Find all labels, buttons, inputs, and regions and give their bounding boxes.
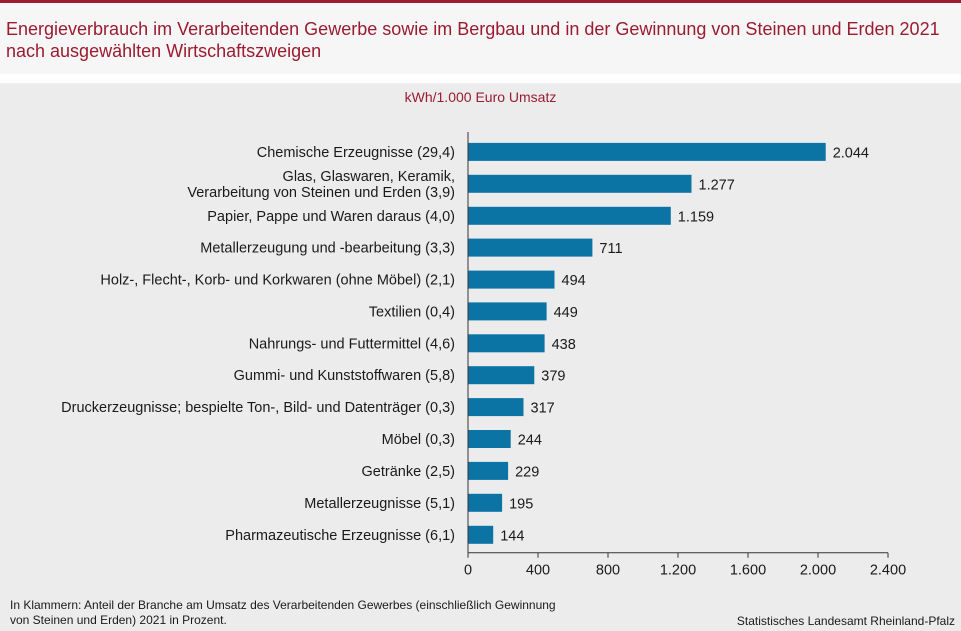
bar	[468, 525, 494, 544]
bar	[468, 430, 511, 448]
bar	[468, 493, 503, 512]
source-credit: Statistisches Landesamt Rheinland-Pfalz	[736, 614, 955, 628]
x-tick-label: 0	[464, 563, 472, 579]
bar	[468, 174, 692, 193]
value-label: 1.159	[678, 209, 714, 225]
top-accent-bar	[0, 0, 961, 3]
value-label: 195	[509, 496, 533, 512]
value-label: 379	[541, 369, 565, 385]
bar	[468, 270, 555, 289]
x-tick-label: 2.000	[800, 563, 836, 579]
category-label: Verarbeitung von Steinen und Erden (3,9)	[187, 185, 455, 201]
category-label: Chemische Erzeugnisse (29,4)	[257, 145, 455, 161]
x-tick-label: 2.400	[870, 563, 906, 579]
bars-group: 2.044 Chemische Erzeugnisse (29,4) 1.277 Gl…	[61, 142, 869, 544]
x-tick-label: 800	[596, 563, 620, 579]
bar	[468, 206, 671, 225]
category-label: Pharmazeutische Erzeugnisse (6,1)	[225, 528, 455, 544]
category-label: Textilien (0,4)	[369, 304, 455, 320]
chart-title: Energieverbrauch im Verarbeitenden Gewer…	[6, 19, 940, 61]
bar	[468, 366, 535, 385]
value-label: 2.044	[833, 145, 869, 161]
value-label: 1.277	[699, 177, 735, 193]
category-label: Druckerzeugnisse; bespielte Ton-, Bild- …	[61, 400, 455, 416]
value-label: 229	[515, 464, 539, 480]
category-label: Getränke (2,5)	[362, 464, 456, 480]
bar	[468, 238, 593, 257]
category-label: Metallerzeugnisse (5,1)	[304, 496, 455, 512]
value-label: 449	[554, 305, 578, 321]
category-label: Metallerzeugung und -bearbeitung (3,3)	[200, 241, 455, 257]
header: Energieverbrauch im Verarbeitenden Gewer…	[0, 3, 961, 74]
header-separator	[0, 74, 961, 83]
value-label: 144	[500, 528, 524, 544]
value-label: 711	[599, 241, 622, 257]
category-label: Nahrungs- und Futtermittel (4,6)	[249, 336, 455, 352]
bar	[468, 461, 509, 480]
bar	[468, 398, 524, 417]
x-axis: 0 400 800 1.200 1.600 2.000 2.400	[464, 132, 906, 579]
category-label: Holz-, Flecht-, Korb- und Korkwaren (ohn…	[100, 273, 455, 289]
x-tick-label: 1.600	[730, 563, 766, 579]
value-label: 494	[562, 273, 586, 289]
value-label: 244	[518, 433, 542, 449]
footnote: In Klammern: Anteil der Branche am Umsat…	[10, 598, 556, 627]
value-label: 438	[552, 337, 576, 353]
category-label: Möbel (0,3)	[382, 432, 455, 448]
bar	[468, 302, 547, 321]
value-label: 317	[531, 401, 555, 417]
x-tick-label: 1.200	[660, 563, 696, 579]
unit-label: kWh/1.000 Euro Umsatz	[404, 89, 557, 105]
category-label: Glas, Glaswaren, Keramik,	[283, 169, 455, 185]
category-label: Gummi- und Kunststoffwaren (5,8)	[234, 368, 455, 384]
category-label: Papier, Pappe und Waren daraus (4,0)	[207, 209, 455, 225]
bar	[468, 142, 826, 161]
bar	[468, 334, 545, 353]
x-tick-label: 400	[526, 563, 550, 579]
